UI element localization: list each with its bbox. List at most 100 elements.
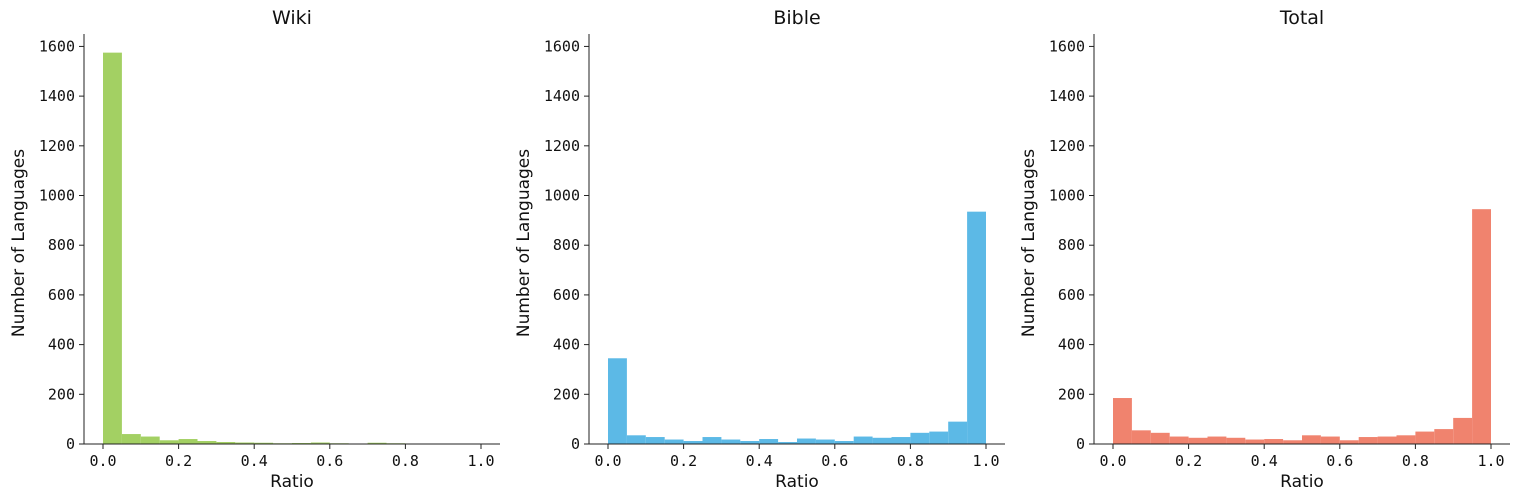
histogram-bar (626, 435, 646, 444)
y-tick-label: 0 (66, 435, 75, 453)
chart-title: Wiki (272, 7, 312, 29)
histogram-bar (929, 431, 949, 444)
histogram-bar (121, 434, 141, 444)
histogram-bar (815, 439, 835, 444)
histogram-bar (702, 437, 722, 444)
histogram-bar (103, 52, 122, 445)
histogram-bar (254, 442, 274, 444)
x-tick-label: 0.4 (746, 452, 773, 470)
x-axis-label: Ratio (1280, 472, 1324, 492)
y-tick-label: 200 (553, 385, 580, 403)
y-tick-label: 1600 (544, 37, 580, 55)
y-axis-label: Number of Languages (1019, 149, 1039, 337)
y-tick-label: 600 (48, 286, 75, 304)
x-tick-label: 1.0 (972, 452, 999, 470)
x-tick-label: 0.6 (1326, 452, 1353, 470)
histogram-bar (608, 358, 627, 444)
y-tick-label: 1400 (39, 87, 75, 105)
histogram-bar (1358, 437, 1378, 444)
y-tick-label: 200 (48, 385, 75, 403)
histogram-bar (759, 439, 779, 444)
histogram-bar (310, 442, 330, 444)
histogram-bar (1113, 398, 1132, 444)
y-tick-label: 600 (1058, 286, 1085, 304)
y-tick-label: 1400 (544, 87, 580, 105)
x-tick-label: 0.0 (1099, 452, 1126, 470)
histogram-bar (1226, 437, 1246, 444)
histogram-bar (872, 437, 892, 444)
histogram-bar (645, 437, 665, 444)
histogram-bar (853, 436, 873, 444)
y-tick-label: 1000 (39, 187, 75, 205)
y-axis-label: Number of Languages (9, 149, 29, 337)
x-tick-label: 0.4 (241, 452, 268, 470)
histogram-bar (1169, 436, 1189, 444)
x-tick-label: 0.8 (897, 452, 924, 470)
histogram-bar (1302, 435, 1321, 444)
y-tick-label: 1200 (1049, 137, 1085, 155)
y-tick-label: 400 (1058, 336, 1085, 354)
y-tick-label: 1400 (1049, 87, 1085, 105)
histogram-bar (683, 441, 703, 444)
x-tick-label: 0.8 (392, 452, 419, 470)
histogram-bar (778, 442, 797, 444)
x-tick-label: 0.6 (821, 452, 848, 470)
chart-title: Total (1279, 7, 1324, 29)
y-tick-label: 600 (553, 286, 580, 304)
histogram-bar (140, 436, 160, 444)
x-tick-label: 0.0 (89, 452, 116, 470)
x-tick-label: 0.2 (165, 452, 192, 470)
histogram-bar (1207, 436, 1227, 444)
y-tick-label: 1000 (544, 187, 580, 205)
y-tick-label: 400 (48, 336, 75, 354)
histogram-bar (1283, 440, 1302, 444)
y-tick-label: 800 (553, 236, 580, 254)
histogram-bar (1131, 430, 1151, 444)
histogram-bar (1434, 429, 1454, 444)
histogram-bar (1396, 435, 1416, 444)
y-tick-label: 800 (1058, 236, 1085, 254)
histogram-bar (1453, 417, 1473, 444)
x-tick-label: 0.0 (594, 452, 621, 470)
histogram-bar (721, 439, 741, 444)
y-axis-label: Number of Languages (514, 149, 534, 337)
y-tick-label: 400 (553, 336, 580, 354)
y-tick-label: 0 (571, 435, 580, 453)
histogram-bar (1472, 209, 1491, 444)
x-tick-label: 0.2 (670, 452, 697, 470)
x-axis-label: Ratio (270, 472, 314, 492)
histogram-bar (216, 442, 236, 444)
histogram-bar (1245, 439, 1265, 444)
histogram-bar (367, 442, 387, 444)
chart-panel-wiki: 0 200 400 600 800 1000 1200 1400 1600 0.0 0.2 0.4 0.… (9, 7, 500, 492)
histogram-bar (891, 437, 911, 444)
histogram-bar (797, 438, 816, 444)
y-tick-label: 1600 (1049, 37, 1085, 55)
y-tick-label: 0 (1076, 435, 1085, 453)
y-tick-label: 1000 (1049, 187, 1085, 205)
y-tick-label: 1200 (544, 137, 580, 155)
histogram-bar (178, 439, 198, 444)
x-tick-label: 0.6 (316, 452, 343, 470)
y-tick-label: 1200 (39, 137, 75, 155)
y-tick-label: 200 (1058, 385, 1085, 403)
histogram-bar (948, 421, 968, 444)
chart-panel-total: 0 200 400 600 800 1000 1200 1400 1600 0.0 0.2 0.4 0.… (1019, 7, 1510, 492)
histogram-bar (910, 432, 930, 444)
histogram-bar (1320, 436, 1340, 444)
x-axis-label: Ratio (775, 472, 819, 492)
x-tick-label: 0.4 (1251, 452, 1278, 470)
histogram-bar (197, 441, 217, 444)
histogram-bar (1377, 436, 1397, 444)
x-tick-label: 0.8 (1402, 452, 1429, 470)
x-tick-label: 1.0 (1477, 452, 1504, 470)
histogram-bar (235, 442, 255, 444)
histogram-bar (1415, 431, 1435, 444)
x-tick-label: 1.0 (467, 452, 494, 470)
histogram-bar (1264, 439, 1284, 444)
histogram-bar (834, 441, 854, 444)
histogram-bar (740, 441, 760, 444)
histogram-bar (1150, 432, 1170, 444)
